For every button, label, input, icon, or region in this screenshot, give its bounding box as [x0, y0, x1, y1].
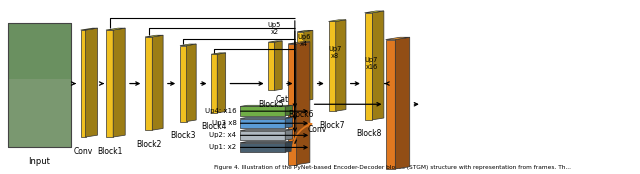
Polygon shape [180, 46, 187, 121]
Polygon shape [285, 105, 292, 116]
Text: Input: Input [29, 157, 51, 166]
Polygon shape [328, 21, 336, 111]
Polygon shape [187, 44, 196, 121]
Polygon shape [211, 53, 226, 54]
Text: Block1: Block1 [97, 147, 122, 156]
Polygon shape [145, 37, 152, 130]
Polygon shape [240, 130, 285, 140]
Polygon shape [81, 30, 86, 137]
Polygon shape [285, 117, 292, 128]
Polygon shape [113, 28, 125, 137]
Text: Cat: Cat [276, 95, 289, 104]
Text: Up7
x16: Up7 x16 [365, 57, 378, 70]
Text: Block3: Block3 [170, 131, 196, 140]
Polygon shape [288, 42, 310, 44]
Polygon shape [217, 53, 226, 113]
Text: Block4: Block4 [202, 122, 227, 131]
Polygon shape [268, 41, 282, 42]
Polygon shape [240, 141, 292, 143]
Polygon shape [86, 28, 97, 137]
Polygon shape [297, 32, 304, 101]
Polygon shape [240, 117, 292, 118]
Polygon shape [240, 129, 292, 130]
Polygon shape [8, 23, 71, 147]
Text: Figure 4. Illustration of the PyNet-based Encoder-Decoder blocks (STGM) structur: Figure 4. Illustration of the PyNet-base… [214, 165, 572, 170]
Polygon shape [180, 44, 196, 46]
Text: Up6
x4: Up6 x4 [297, 34, 310, 47]
Polygon shape [304, 30, 313, 101]
Polygon shape [8, 92, 71, 147]
Text: Up1: x2: Up1: x2 [209, 144, 237, 150]
Polygon shape [145, 35, 163, 37]
Polygon shape [297, 30, 313, 32]
Text: Block7: Block7 [319, 121, 345, 130]
Polygon shape [328, 20, 346, 21]
Polygon shape [152, 35, 163, 130]
Text: Block6: Block6 [288, 110, 314, 119]
Polygon shape [275, 41, 282, 90]
Polygon shape [240, 106, 285, 116]
Text: Up5
x2: Up5 x2 [268, 22, 281, 35]
Text: Block8: Block8 [356, 129, 381, 138]
Polygon shape [106, 30, 113, 137]
Polygon shape [297, 42, 310, 165]
Polygon shape [240, 118, 285, 128]
Polygon shape [8, 23, 71, 79]
Text: Up7
x8: Up7 x8 [328, 46, 342, 59]
Polygon shape [285, 141, 292, 152]
Text: Conv: Conv [74, 147, 93, 156]
Text: Up3 x8: Up3 x8 [212, 120, 237, 126]
Polygon shape [372, 11, 384, 120]
Polygon shape [81, 28, 97, 30]
Polygon shape [240, 105, 292, 106]
Polygon shape [240, 143, 285, 152]
Polygon shape [365, 13, 372, 120]
Polygon shape [8, 79, 71, 147]
Polygon shape [285, 129, 292, 140]
Text: Block5: Block5 [259, 100, 284, 109]
Polygon shape [396, 37, 410, 169]
Polygon shape [211, 54, 217, 113]
Text: Conv: Conv [308, 125, 327, 134]
Text: Block2: Block2 [136, 140, 161, 149]
Polygon shape [106, 28, 125, 30]
Polygon shape [386, 39, 396, 169]
Text: Up2: x4: Up2: x4 [209, 132, 237, 138]
Polygon shape [268, 42, 275, 90]
Polygon shape [336, 20, 346, 111]
Polygon shape [365, 11, 384, 13]
Text: Up4: x16: Up4: x16 [205, 108, 237, 114]
Polygon shape [386, 37, 410, 39]
Polygon shape [288, 44, 297, 165]
